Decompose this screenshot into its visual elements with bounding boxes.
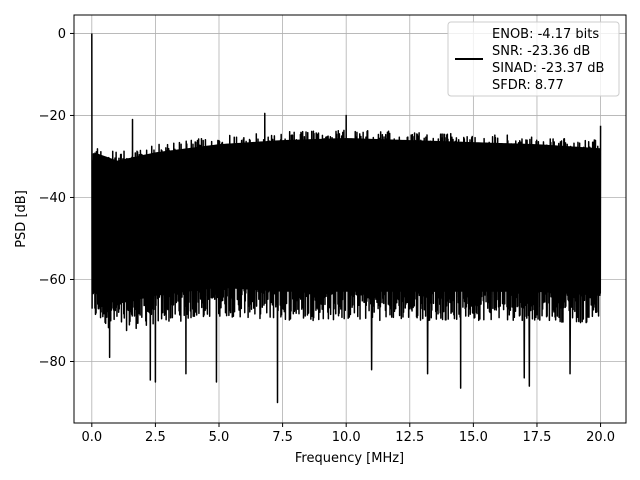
y-tick-label: −80 <box>39 355 66 370</box>
y-tick-label: 0 <box>58 27 66 42</box>
x-tick-label: 7.5 <box>272 430 293 445</box>
x-tick-label: 17.5 <box>522 430 551 445</box>
y-tick-label: −20 <box>39 109 66 124</box>
x-tick-label: 5.0 <box>209 430 230 445</box>
y-tick-label: −60 <box>39 273 66 288</box>
plot-area <box>91 33 602 404</box>
x-tick-label: 0.0 <box>81 430 102 445</box>
x-tick-label: 2.5 <box>145 430 166 445</box>
x-tick-label: 12.5 <box>395 430 424 445</box>
psd-dense-band <box>91 138 601 305</box>
x-tick-label: 15.0 <box>459 430 488 445</box>
legend-box <box>447 21 620 97</box>
legend-entry-sfdr: SFDR: 8.77 <box>492 78 564 93</box>
ticks: 0.0 2.5 5.0 7.5 10.0 12.5 15.0 17.5 20.0 0 −20 −40 −… <box>39 27 615 445</box>
x-axis-label: Frequency [MHz] <box>295 451 404 466</box>
plot-frame <box>73 14 627 424</box>
legend: ENOB: -4.17 bits SNR: -23.36 dB SINAD: -… <box>447 21 620 97</box>
y-tick-label: −40 <box>39 191 66 206</box>
legend-entry-sinad: SINAD: -23.37 dB <box>492 61 604 76</box>
x-tick-label: 10.0 <box>332 430 361 445</box>
legend-entry-snr: SNR: -23.36 dB <box>492 44 590 59</box>
legend-entry-enob: ENOB: -4.17 bits <box>492 27 599 42</box>
x-tick-label: 20.0 <box>586 430 615 445</box>
y-axis-label: PSD [dB] <box>14 190 29 248</box>
